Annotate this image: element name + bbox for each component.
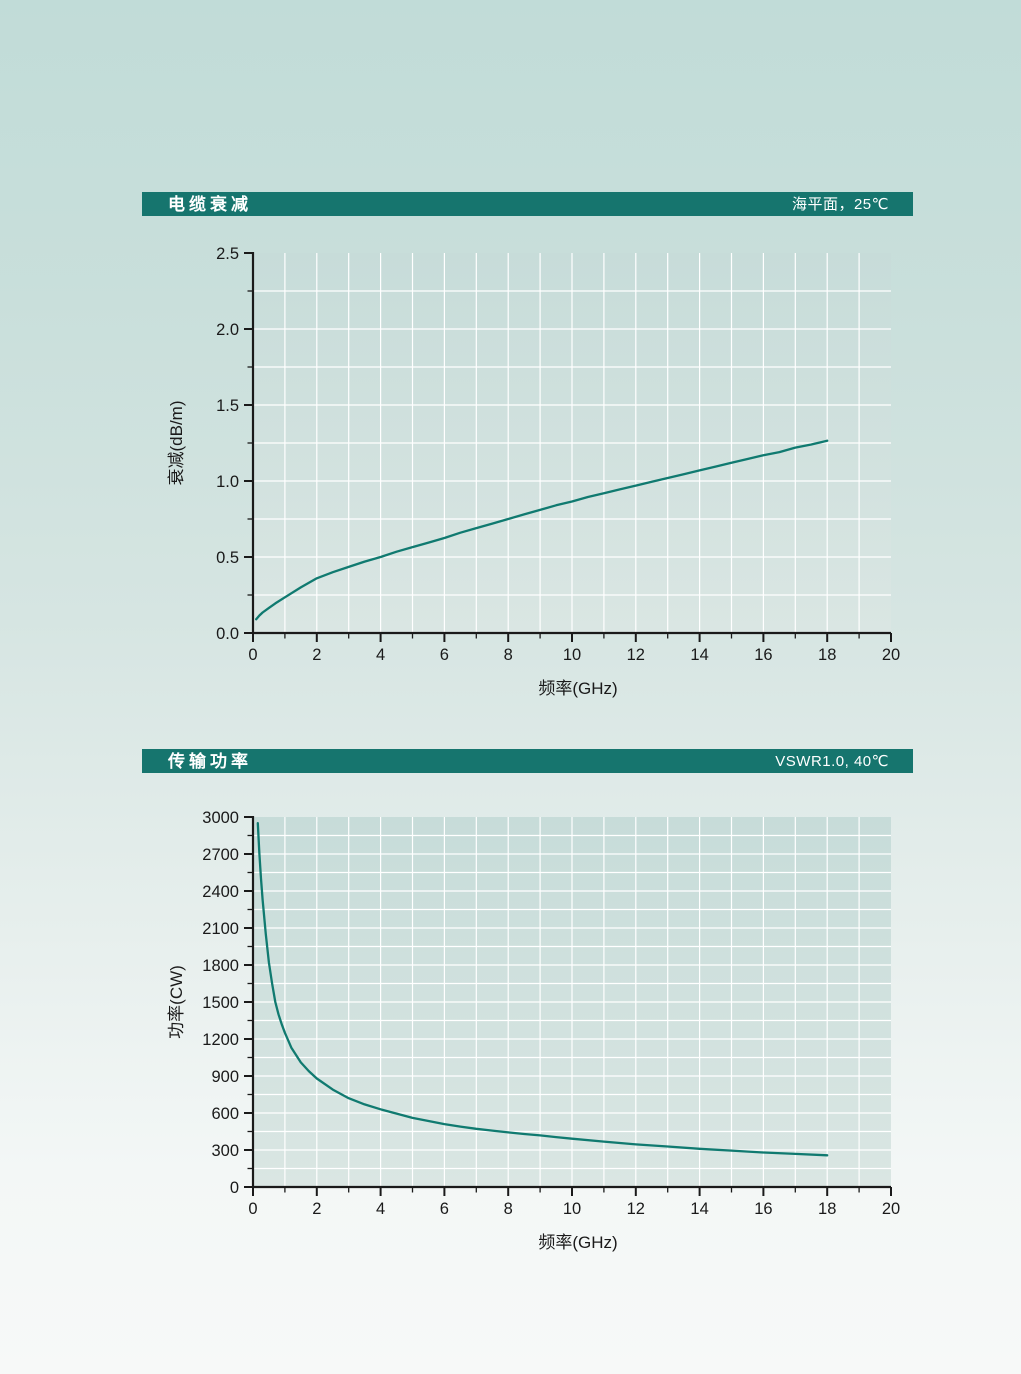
tick-marks bbox=[244, 252, 892, 642]
svg-text:6: 6 bbox=[440, 1200, 449, 1218]
svg-text:12: 12 bbox=[627, 646, 645, 664]
gridlines bbox=[253, 253, 891, 633]
svg-text:0.0: 0.0 bbox=[216, 625, 239, 643]
section-title: 电缆衰减 bbox=[168, 194, 252, 214]
section-header-attenuation: 电缆衰减 海平面，25℃ bbox=[142, 192, 913, 216]
svg-text:16: 16 bbox=[754, 646, 772, 664]
attenuation-chart: 0.0 0.5 1.0 1.5 2.0 2.5 0 2 4 6 8 10 12 14 16 18 20 频率(GH… bbox=[167, 245, 900, 698]
svg-text:0: 0 bbox=[248, 646, 257, 664]
y-axis-title: 功率(CW) bbox=[167, 965, 186, 1039]
svg-text:14: 14 bbox=[690, 1200, 708, 1218]
svg-text:900: 900 bbox=[211, 1068, 239, 1086]
svg-text:10: 10 bbox=[563, 1200, 581, 1218]
svg-text:8: 8 bbox=[504, 1200, 513, 1218]
section-condition: VSWR1.0, 40℃ bbox=[775, 752, 889, 770]
tick-marks bbox=[244, 816, 892, 1196]
svg-text:10: 10 bbox=[563, 646, 581, 664]
svg-text:18: 18 bbox=[818, 646, 836, 664]
attenuation-curve bbox=[255, 439, 829, 621]
power-curve bbox=[256, 822, 829, 1157]
x-axis-title: 频率(GHz) bbox=[538, 679, 617, 698]
svg-text:1800: 1800 bbox=[202, 957, 239, 975]
gridlines bbox=[253, 817, 891, 1187]
svg-text:8: 8 bbox=[504, 646, 513, 664]
svg-text:20: 20 bbox=[882, 1200, 900, 1218]
svg-text:14: 14 bbox=[690, 646, 708, 664]
tick-labels: 0.0 0.5 1.0 1.5 2.0 2.5 0 2 4 6 8 10 12 14 16 18 20 bbox=[216, 245, 900, 664]
svg-text:4: 4 bbox=[376, 646, 385, 664]
svg-text:0: 0 bbox=[248, 1200, 257, 1218]
svg-text:2400: 2400 bbox=[202, 883, 239, 901]
svg-text:1200: 1200 bbox=[202, 1031, 239, 1049]
y-axis-title: 衰减(dB/m) bbox=[167, 401, 186, 486]
svg-text:3000: 3000 bbox=[202, 809, 239, 827]
svg-text:16: 16 bbox=[754, 1200, 772, 1218]
svg-text:1.5: 1.5 bbox=[216, 397, 239, 415]
svg-text:2.5: 2.5 bbox=[216, 245, 239, 263]
svg-text:2700: 2700 bbox=[202, 846, 239, 864]
svg-text:1.0: 1.0 bbox=[216, 473, 239, 491]
section-condition: 海平面，25℃ bbox=[791, 195, 889, 213]
tick-labels: 0 300 600 900 1200 1500 1800 2100 2400 2700 3000 0 2… bbox=[202, 809, 900, 1218]
svg-text:2.0: 2.0 bbox=[216, 321, 239, 339]
svg-text:2: 2 bbox=[312, 646, 321, 664]
section-header-power: 传输功率 VSWR1.0, 40℃ bbox=[142, 749, 913, 773]
svg-text:600: 600 bbox=[211, 1105, 239, 1123]
svg-text:1500: 1500 bbox=[202, 994, 239, 1012]
svg-text:0: 0 bbox=[230, 1179, 239, 1197]
svg-text:12: 12 bbox=[627, 1200, 645, 1218]
svg-text:18: 18 bbox=[818, 1200, 836, 1218]
x-axis-title: 频率(GHz) bbox=[538, 1233, 617, 1252]
svg-text:300: 300 bbox=[211, 1142, 239, 1160]
section-title: 传输功率 bbox=[168, 751, 252, 771]
svg-text:20: 20 bbox=[882, 646, 900, 664]
svg-text:4: 4 bbox=[376, 1200, 385, 1218]
power-chart: 0 300 600 900 1200 1500 1800 2100 2400 2700 3000 0 2… bbox=[167, 809, 900, 1252]
svg-text:6: 6 bbox=[440, 646, 449, 664]
svg-text:0.5: 0.5 bbox=[216, 549, 239, 567]
svg-text:2: 2 bbox=[312, 1200, 321, 1218]
svg-text:2100: 2100 bbox=[202, 920, 239, 938]
